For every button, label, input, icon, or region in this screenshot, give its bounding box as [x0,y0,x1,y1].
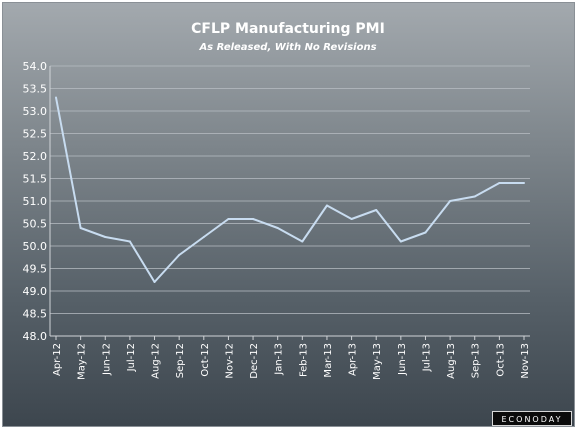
y-tick-label: 49.0 [23,285,48,298]
data-point [153,281,156,283]
x-tick-label: Jun-12 [101,343,112,376]
data-point [79,227,82,229]
data-point [276,227,279,229]
y-tick-label: 49.5 [23,263,48,276]
x-tick-label: Jun-13 [397,343,408,376]
data-point [449,200,452,202]
x-tick-label: Aug-13 [446,343,457,379]
y-tick-label: 51.0 [23,195,48,208]
x-tick-label: Nov-12 [224,343,235,379]
x-tick-label: Jul-12 [126,343,137,372]
y-tick-label: 52.5 [23,128,48,141]
x-tick-label: Nov-13 [520,343,531,379]
data-point [128,240,131,243]
x-tick-label: Oct-13 [495,343,506,377]
x-tick-label: Feb-13 [298,343,309,377]
y-tick-label: 48.5 [23,308,48,321]
x-tick-labels: Apr-12 May-12 Jun-12 Jul-12 Aug-12 Sep-12 Oct-… [52,343,531,380]
grid-lines [50,65,530,337]
x-tick-label: Apr-12 [52,343,63,376]
data-point [473,195,476,198]
data-point [252,218,255,220]
x-tick-label: Apr-13 [348,343,359,376]
data-point [104,236,107,238]
axes [49,66,530,340]
y-tick-label: 53.0 [23,105,48,118]
data-point [325,204,328,207]
y-tick-label: 51.5 [23,173,48,186]
x-tick-label: Jan-13 [274,343,285,376]
x-tick-label: Mar-13 [323,343,334,378]
data-point [55,96,57,99]
data-point [202,236,205,238]
data-point [523,182,525,184]
x-tick-label: May-12 [77,343,88,380]
x-tick-label: Dec-12 [249,343,260,379]
x-tick-label: Aug-12 [151,343,162,379]
y-tick-label: 48.0 [23,330,48,343]
y-tick-label: 54.0 [23,60,48,73]
data-point [301,240,304,243]
y-tick-labels: 48.0 48.5 49.0 49.5 50.0 50.5 51.0 51.5 52.0 52.5… [23,60,48,343]
x-tick-label: Sep-12 [175,343,186,378]
y-tick-label: 50.5 [23,218,48,231]
data-point [399,240,402,243]
data-point [424,231,427,234]
data-point [178,254,181,256]
series-line [55,97,524,283]
x-tick-label: May-13 [372,343,383,380]
data-point [350,218,353,220]
y-tick-label: 50.0 [23,240,48,253]
chart-subtitle: As Released, With No Revisions [198,42,376,53]
econoday-logo: ECONODAY [492,411,572,426]
x-tick-label: Oct-12 [200,343,211,377]
x-tick-label: Sep-13 [471,343,482,378]
series-layer [55,96,525,283]
x-tick-label: Jul-13 [421,343,432,372]
y-tick-label: 53.5 [23,83,48,96]
data-point [227,218,230,220]
chart-title: CFLP Manufacturing PMI [191,21,385,37]
data-point [498,182,501,184]
y-tick-label: 52.0 [23,150,48,163]
data-point [375,209,378,211]
line-chart: CFLP Manufacturing PMI As Released, With… [23,21,532,380]
